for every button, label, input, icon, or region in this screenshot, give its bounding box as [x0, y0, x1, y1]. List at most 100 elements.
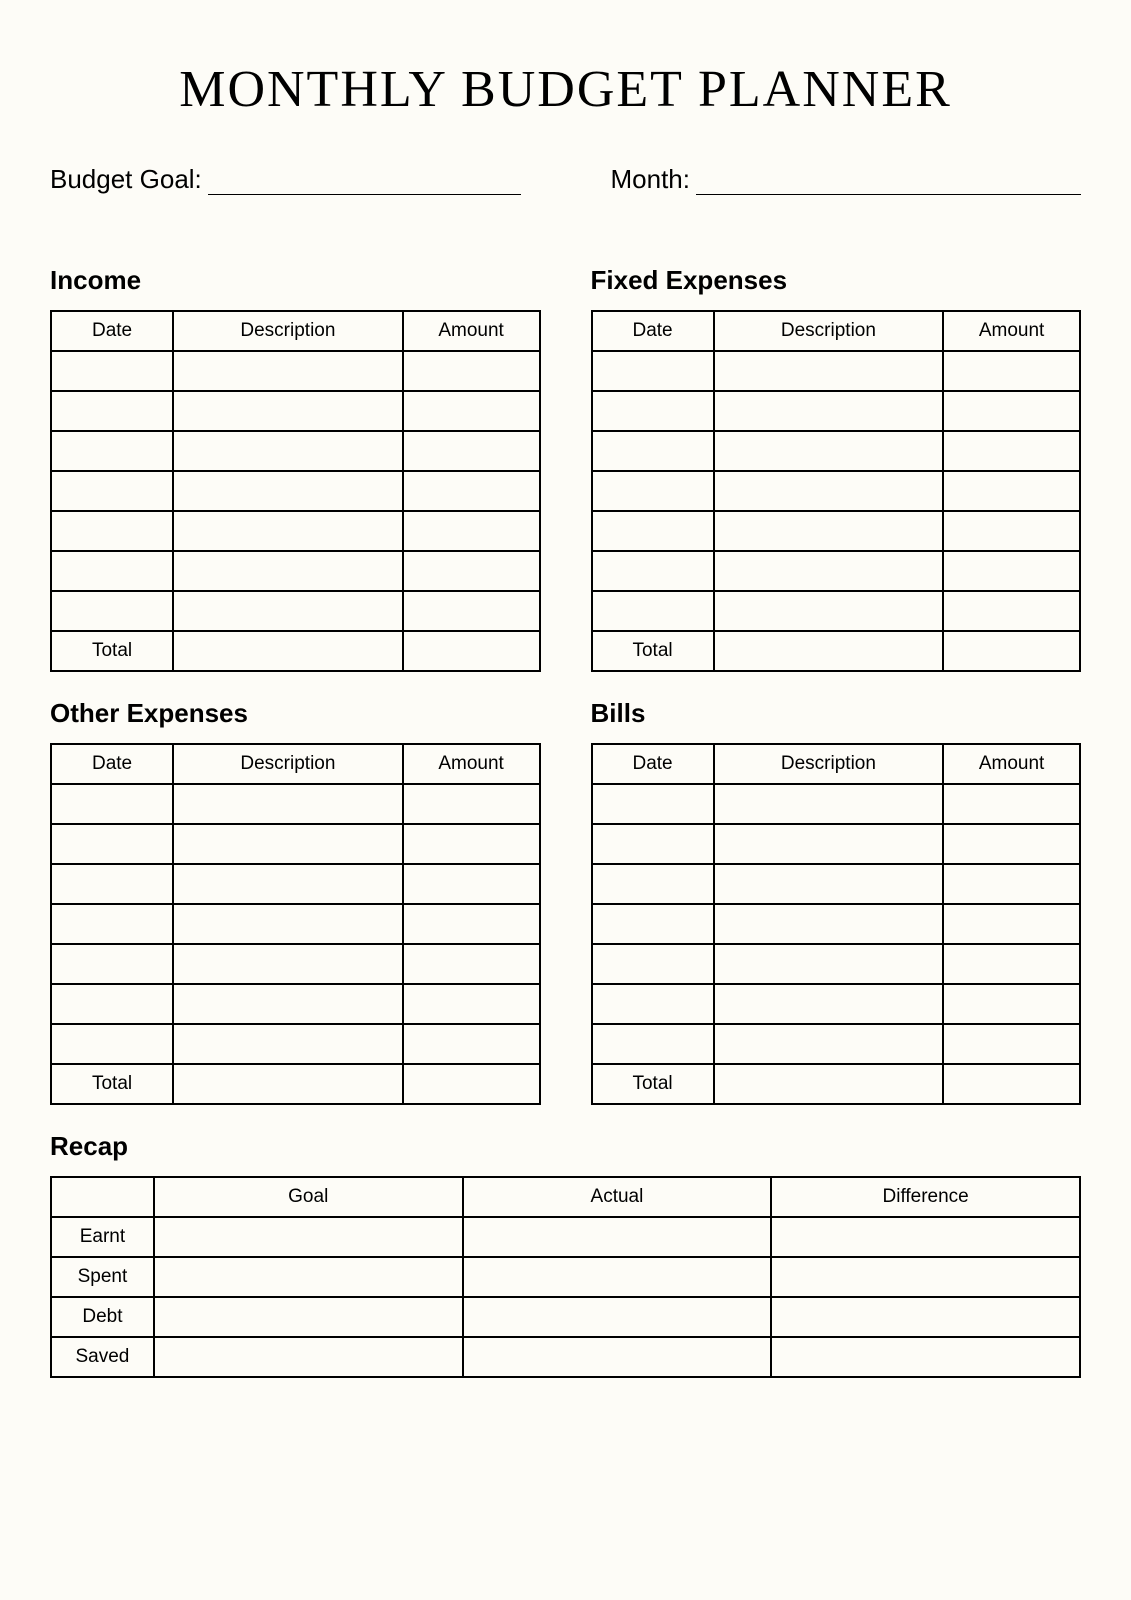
cell-date[interactable] [51, 391, 173, 431]
cell-amount[interactable] [403, 864, 540, 904]
cell-amount[interactable] [943, 904, 1080, 944]
cell-amount[interactable] [943, 591, 1080, 631]
cell-description[interactable] [714, 944, 944, 984]
cell-amount[interactable] [943, 391, 1080, 431]
cell-amount[interactable] [943, 431, 1080, 471]
cell-date[interactable] [51, 904, 173, 944]
cell-amount[interactable] [403, 511, 540, 551]
recap-cell-goal[interactable] [154, 1337, 463, 1377]
cell-description[interactable] [173, 784, 403, 824]
cell-date[interactable] [51, 824, 173, 864]
recap-cell-difference[interactable] [771, 1257, 1080, 1297]
cell-description[interactable] [714, 591, 944, 631]
cell-description[interactable] [173, 391, 403, 431]
cell-description[interactable] [714, 984, 944, 1024]
cell-date[interactable] [592, 591, 714, 631]
total-amount[interactable] [403, 631, 540, 671]
cell-date[interactable] [51, 591, 173, 631]
cell-amount[interactable] [403, 944, 540, 984]
recap-cell-actual[interactable] [463, 1297, 772, 1337]
cell-amount[interactable] [943, 784, 1080, 824]
recap-cell-goal[interactable] [154, 1217, 463, 1257]
recap-cell-goal[interactable] [154, 1257, 463, 1297]
total-description[interactable] [714, 631, 944, 671]
cell-amount[interactable] [943, 944, 1080, 984]
cell-amount[interactable] [403, 471, 540, 511]
cell-description[interactable] [714, 551, 944, 591]
recap-cell-difference[interactable] [771, 1217, 1080, 1257]
cell-amount[interactable] [943, 551, 1080, 591]
cell-date[interactable] [592, 391, 714, 431]
cell-description[interactable] [173, 431, 403, 471]
cell-description[interactable] [173, 824, 403, 864]
cell-amount[interactable] [403, 431, 540, 471]
cell-amount[interactable] [943, 351, 1080, 391]
cell-description[interactable] [173, 1024, 403, 1064]
cell-date[interactable] [592, 944, 714, 984]
cell-date[interactable] [592, 471, 714, 511]
cell-date[interactable] [51, 431, 173, 471]
month-input-line[interactable] [696, 169, 1081, 195]
cell-description[interactable] [173, 471, 403, 511]
recap-cell-difference[interactable] [771, 1297, 1080, 1337]
cell-date[interactable] [592, 511, 714, 551]
cell-description[interactable] [714, 824, 944, 864]
cell-date[interactable] [592, 1024, 714, 1064]
cell-amount[interactable] [943, 511, 1080, 551]
cell-amount[interactable] [403, 551, 540, 591]
cell-amount[interactable] [943, 1024, 1080, 1064]
cell-amount[interactable] [403, 591, 540, 631]
cell-description[interactable] [173, 904, 403, 944]
cell-description[interactable] [714, 904, 944, 944]
cell-date[interactable] [592, 904, 714, 944]
cell-description[interactable] [173, 864, 403, 904]
cell-amount[interactable] [943, 824, 1080, 864]
recap-cell-actual[interactable] [463, 1217, 772, 1257]
cell-date[interactable] [51, 351, 173, 391]
cell-date[interactable] [51, 984, 173, 1024]
cell-date[interactable] [51, 864, 173, 904]
cell-description[interactable] [173, 591, 403, 631]
recap-cell-actual[interactable] [463, 1257, 772, 1297]
budget-goal-input-line[interactable] [208, 169, 521, 195]
recap-cell-goal[interactable] [154, 1297, 463, 1337]
cell-amount[interactable] [943, 984, 1080, 1024]
cell-date[interactable] [51, 944, 173, 984]
cell-amount[interactable] [403, 904, 540, 944]
cell-description[interactable] [714, 471, 944, 511]
cell-date[interactable] [51, 511, 173, 551]
cell-description[interactable] [173, 351, 403, 391]
cell-amount[interactable] [403, 824, 540, 864]
cell-description[interactable] [714, 784, 944, 824]
cell-description[interactable] [714, 864, 944, 904]
cell-amount[interactable] [403, 984, 540, 1024]
total-amount[interactable] [943, 631, 1080, 671]
total-description[interactable] [173, 631, 403, 671]
cell-description[interactable] [173, 944, 403, 984]
total-description[interactable] [714, 1064, 944, 1104]
cell-amount[interactable] [403, 391, 540, 431]
cell-description[interactable] [714, 431, 944, 471]
cell-description[interactable] [714, 391, 944, 431]
cell-date[interactable] [51, 471, 173, 511]
cell-date[interactable] [592, 824, 714, 864]
total-amount[interactable] [943, 1064, 1080, 1104]
cell-description[interactable] [714, 511, 944, 551]
cell-date[interactable] [51, 784, 173, 824]
cell-description[interactable] [714, 1024, 944, 1064]
cell-date[interactable] [592, 551, 714, 591]
cell-amount[interactable] [943, 471, 1080, 511]
cell-description[interactable] [173, 511, 403, 551]
recap-cell-actual[interactable] [463, 1337, 772, 1377]
cell-date[interactable] [592, 984, 714, 1024]
total-amount[interactable] [403, 1064, 540, 1104]
cell-description[interactable] [173, 984, 403, 1024]
cell-amount[interactable] [403, 1024, 540, 1064]
cell-description[interactable] [173, 551, 403, 591]
cell-date[interactable] [51, 551, 173, 591]
cell-amount[interactable] [943, 864, 1080, 904]
cell-amount[interactable] [403, 351, 540, 391]
cell-date[interactable] [592, 351, 714, 391]
cell-amount[interactable] [403, 784, 540, 824]
total-description[interactable] [173, 1064, 403, 1104]
